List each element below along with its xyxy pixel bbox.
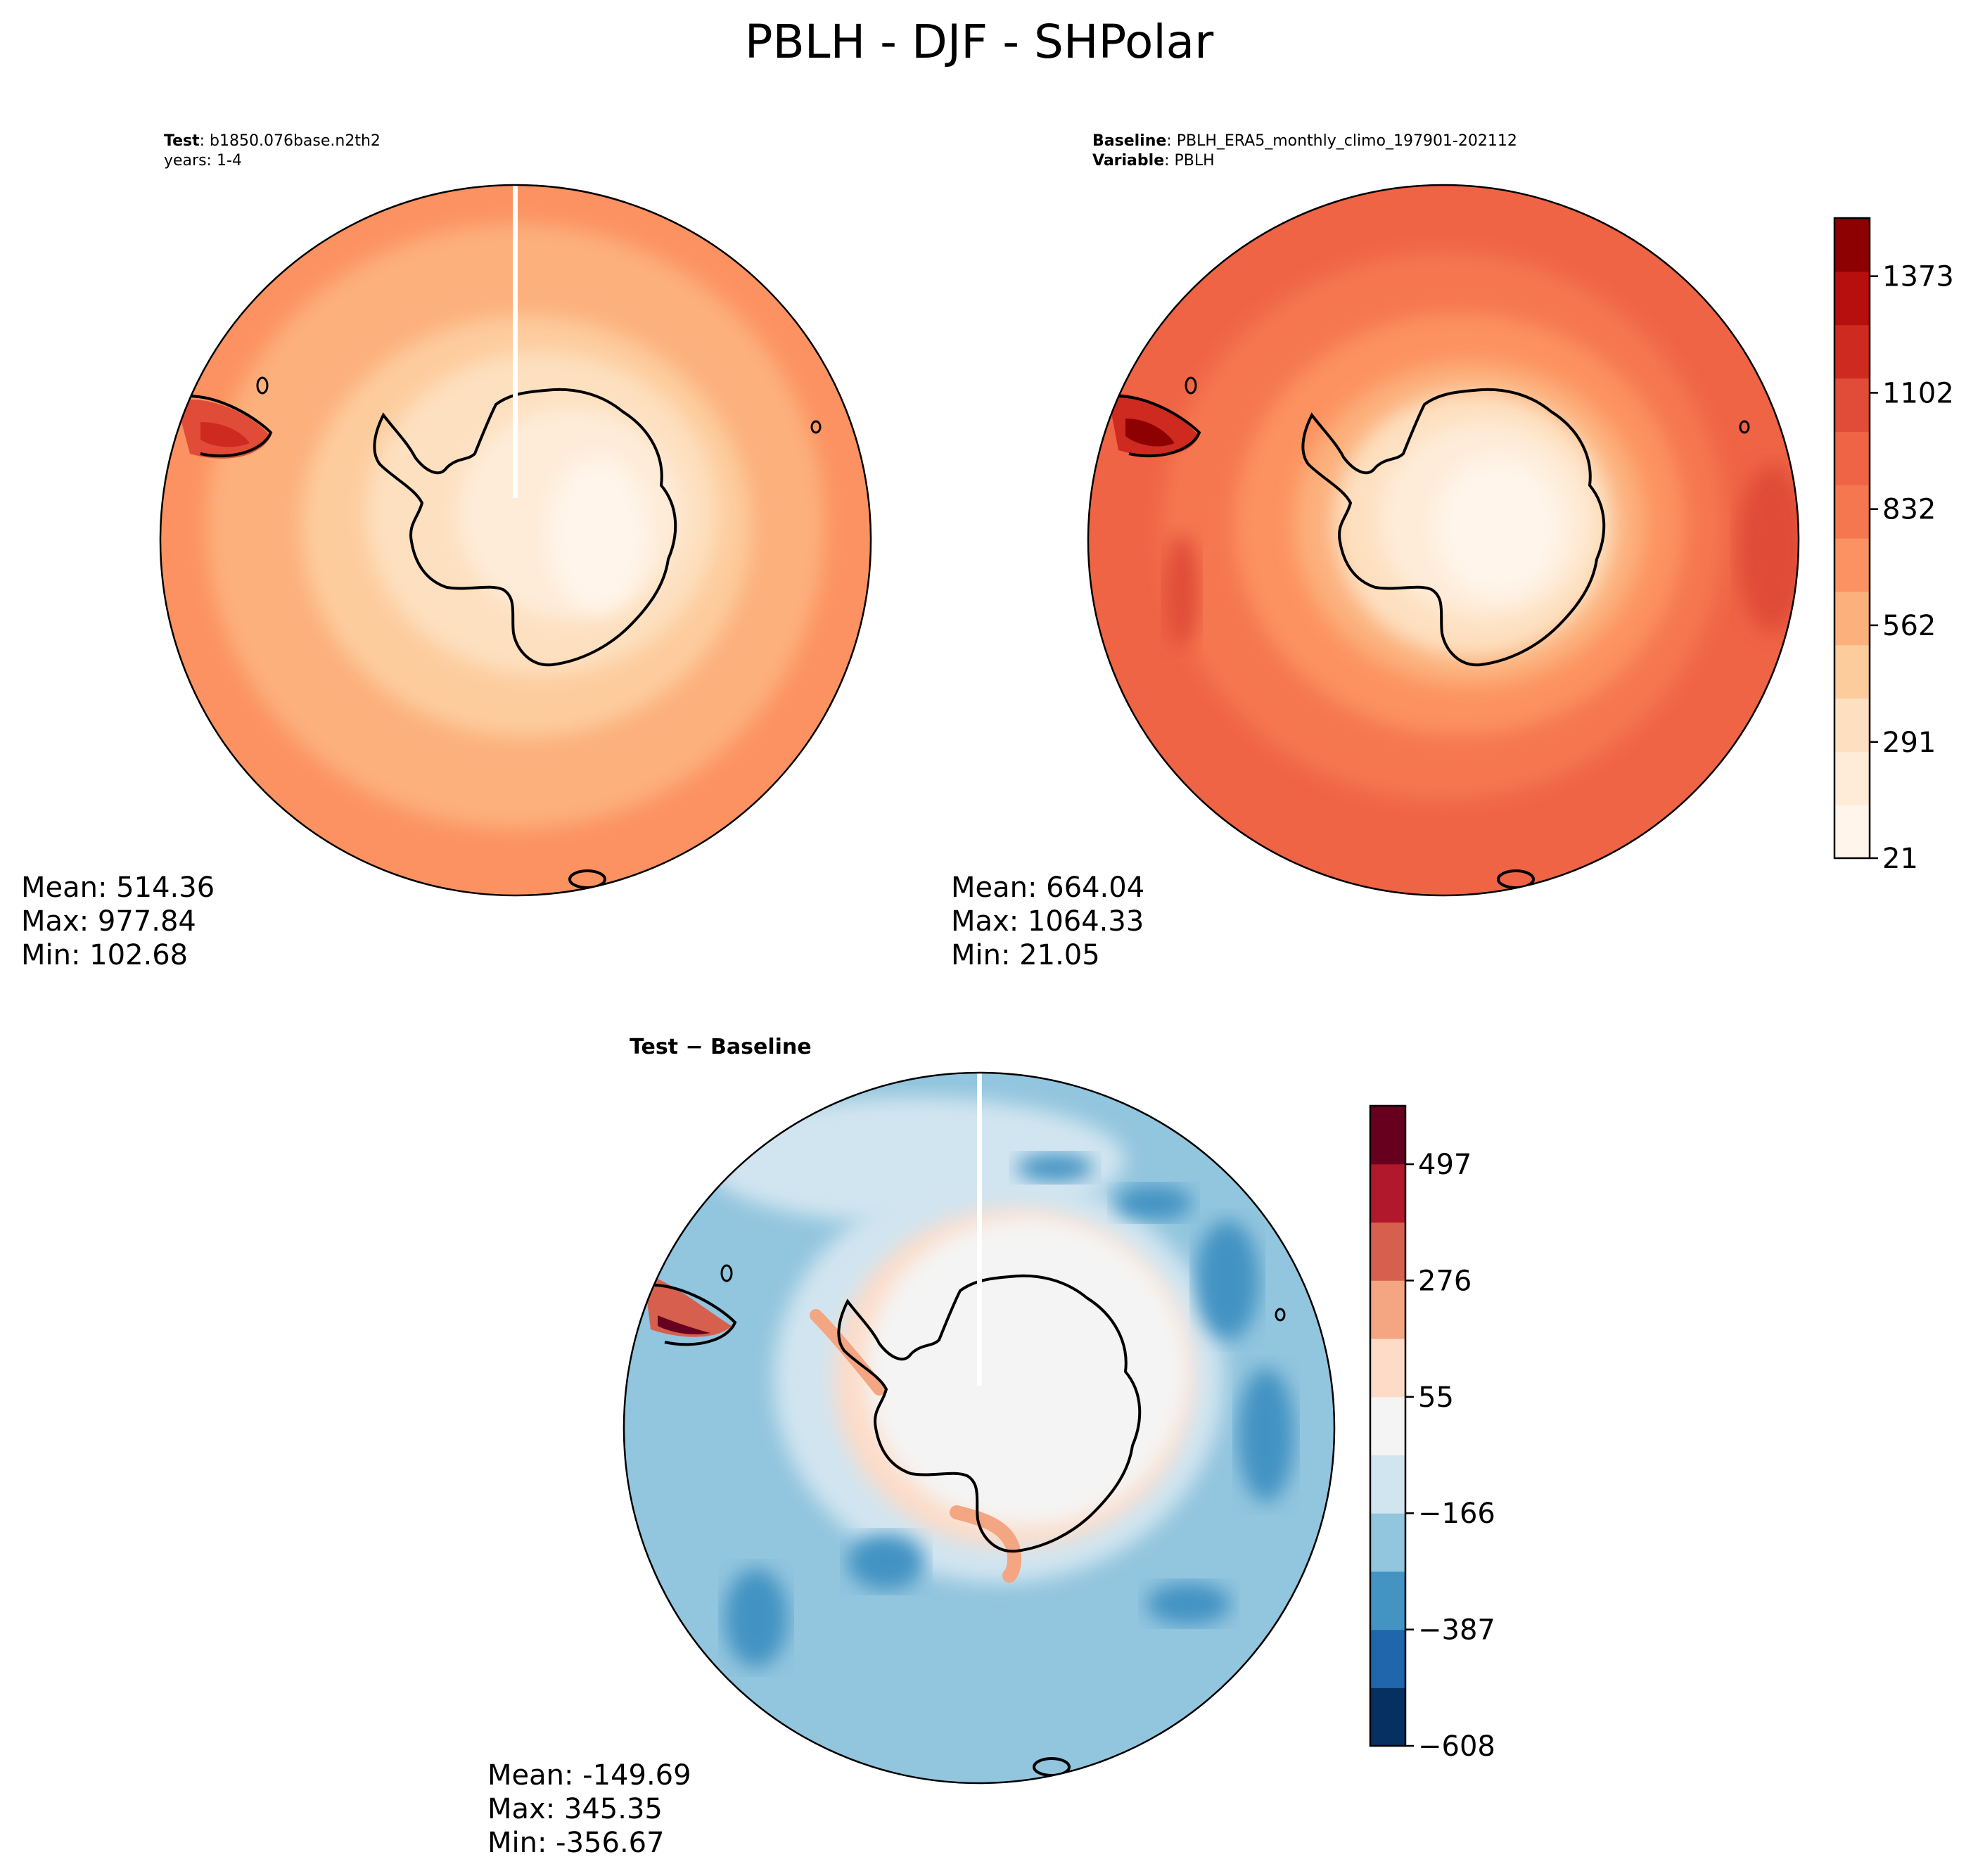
colorbar-pblh-level-2 xyxy=(1834,698,1870,752)
colorbar-difference-level-7 xyxy=(1370,1280,1405,1339)
panel-test: Test: b1850.076base.n2th2 years: 1-4 Mea… xyxy=(21,132,872,971)
colorbar-difference-frame xyxy=(1369,1104,1407,1747)
baseline-variable-bold: Variable xyxy=(1092,152,1164,170)
colorbar-pblh-level-4 xyxy=(1834,591,1870,646)
difference-coastline-samerica xyxy=(639,1283,737,1346)
colorbar-difference-tick-label: −387 xyxy=(1418,1614,1495,1647)
colorbar-difference-level-1 xyxy=(1370,1629,1405,1688)
baseline-field-west-high xyxy=(1164,535,1199,647)
colorbar-difference-tick-label: 276 xyxy=(1418,1265,1472,1297)
test-seam xyxy=(513,185,518,498)
difference-field-neg-e2 xyxy=(1238,1368,1294,1502)
colorbar-difference-level-2 xyxy=(1370,1571,1405,1631)
difference-coastline-island3 xyxy=(1275,1308,1286,1322)
colorbar-pblh-tick-label: 1373 xyxy=(1882,261,1954,293)
test-mean: Mean: 514.36 xyxy=(21,872,215,904)
baseline-field-east-high xyxy=(1737,464,1799,633)
baseline-min: Min: 21.05 xyxy=(951,939,1100,971)
colorbar-difference-level-3 xyxy=(1370,1513,1405,1572)
colorbar-difference-level-10 xyxy=(1370,1106,1405,1165)
colorbar-difference-level-0 xyxy=(1370,1687,1405,1747)
colorbar-difference-level-9 xyxy=(1370,1163,1405,1223)
colorbar-pblh-level-6 xyxy=(1834,485,1870,539)
figure-title: PBLH - DJF - SHPolar xyxy=(745,15,1214,69)
test-coastline-island2 xyxy=(256,376,269,395)
colorbar-pblh-level-9 xyxy=(1834,324,1870,379)
baseline-map-border xyxy=(1087,184,1800,897)
colorbar-difference-tick-label: −608 xyxy=(1418,1730,1495,1763)
baseline-max: Max: 1064.33 xyxy=(951,905,1144,938)
baseline-field-hotspot xyxy=(1108,393,1199,457)
baseline-field-hotspot-core xyxy=(1125,419,1175,447)
difference-map xyxy=(624,1073,1334,1783)
difference-map-border xyxy=(623,1071,1336,1785)
colorbar-pblh-level-11 xyxy=(1834,218,1870,272)
test-label-bold: Test xyxy=(164,132,200,150)
difference-field-neg-n xyxy=(1016,1154,1094,1182)
test-label-text: b1850.076base.n2th2 xyxy=(210,132,381,150)
colorbar-difference-tick-label: 497 xyxy=(1418,1149,1472,1181)
test-years: years: 1-4 xyxy=(164,152,242,170)
colorbar-difference-level-6 xyxy=(1370,1338,1405,1398)
difference-field-neg-sw xyxy=(725,1569,788,1667)
colorbar-difference-level-5 xyxy=(1370,1396,1405,1455)
colorbar-pblh-level-10 xyxy=(1834,271,1870,326)
difference-field-interior xyxy=(865,1217,1189,1526)
test-field-hotspot-core xyxy=(200,422,250,447)
difference-field-north-band xyxy=(703,1097,1125,1224)
difference-field-pos-peninsula xyxy=(810,1309,886,1396)
difference-field-neg-ne xyxy=(1115,1185,1192,1220)
colorbar-pblh-tick-label: 21 xyxy=(1882,843,1918,875)
colorbar-difference-level-4 xyxy=(1370,1455,1405,1514)
colorbar-difference: −608 −387 −166 55 276 497 xyxy=(1369,1104,1495,1763)
difference-coastline-island2 xyxy=(720,1264,733,1282)
panel-difference: Test − Baseline −608−387− xyxy=(487,1035,1495,1859)
difference-min: Min: -356.67 xyxy=(487,1827,665,1859)
baseline-label-text: PBLH_ERA5_monthly_climo_197901-202112 xyxy=(1177,132,1517,150)
difference-field-neg-s xyxy=(848,1533,925,1590)
colorbar-pblh-frame xyxy=(1833,217,1871,860)
difference-title: Test − Baseline xyxy=(630,1035,812,1059)
colorbar-pblh-level-3 xyxy=(1834,644,1870,699)
colorbar-pblh-tick-label: 832 xyxy=(1882,494,1936,526)
difference-field-neg-se xyxy=(1147,1583,1231,1625)
baseline-coastline-samerica xyxy=(1104,395,1201,458)
colorbar-pblh-level-5 xyxy=(1834,538,1870,592)
baseline-mean: Mean: 664.04 xyxy=(951,872,1144,904)
difference-mean: Mean: -149.69 xyxy=(487,1759,691,1792)
test-map-border xyxy=(159,184,872,897)
baseline-field-peak xyxy=(1435,457,1562,598)
colorbar-pblh-level-7 xyxy=(1834,431,1870,485)
test-max: Max: 977.84 xyxy=(21,905,196,938)
test-coastline-island3 xyxy=(810,420,822,434)
test-field-peak xyxy=(549,457,647,612)
test-min: Min: 102.68 xyxy=(21,939,188,971)
colorbar-pblh-level-1 xyxy=(1834,751,1870,805)
colorbar-difference-level-8 xyxy=(1370,1222,1405,1281)
colorbar-difference-tick-label: −166 xyxy=(1418,1498,1495,1530)
baseline-label-bold: Baseline xyxy=(1092,132,1166,150)
colorbar-pblh-tick-label: 1102 xyxy=(1882,377,1954,409)
colorbar-difference-tick-label: 55 xyxy=(1418,1382,1454,1414)
difference-seam xyxy=(977,1073,982,1386)
colorbar-pblh-level-8 xyxy=(1834,378,1870,432)
svg-text:Baseline: PBLH_ERA5_monthly_cl: Baseline: PBLH_ERA5_monthly_climo_197901… xyxy=(1092,132,1517,150)
test-map xyxy=(160,185,871,895)
baseline-coastline-island3 xyxy=(1739,420,1750,434)
colorbar-pblh-tick-label: 562 xyxy=(1882,610,1936,642)
difference-field-neg-e1 xyxy=(1196,1220,1259,1340)
difference-max: Max: 345.35 xyxy=(487,1793,663,1825)
panel-baseline: Baseline: PBLH_ERA5_monthly_climo_197901… xyxy=(951,132,1954,971)
baseline-coastline-island2 xyxy=(1185,376,1197,395)
svg-text:Test: b1850.076base.n2th2: Test: b1850.076base.n2th2 xyxy=(164,132,381,150)
colorbar-pblh-level-0 xyxy=(1834,805,1870,859)
svg-text:Variable: PBLH: Variable: PBLH xyxy=(1092,152,1215,170)
colorbar-pblh: 21 291 562 832 1102 1373 xyxy=(1833,217,1954,875)
baseline-variable-text: PBLH xyxy=(1175,152,1215,170)
colorbar-pblh-tick-label: 291 xyxy=(1882,727,1936,759)
difference-field-pos-samerica-core xyxy=(658,1315,710,1334)
baseline-map xyxy=(1088,185,1799,895)
test-coastline-samerica xyxy=(175,395,273,458)
